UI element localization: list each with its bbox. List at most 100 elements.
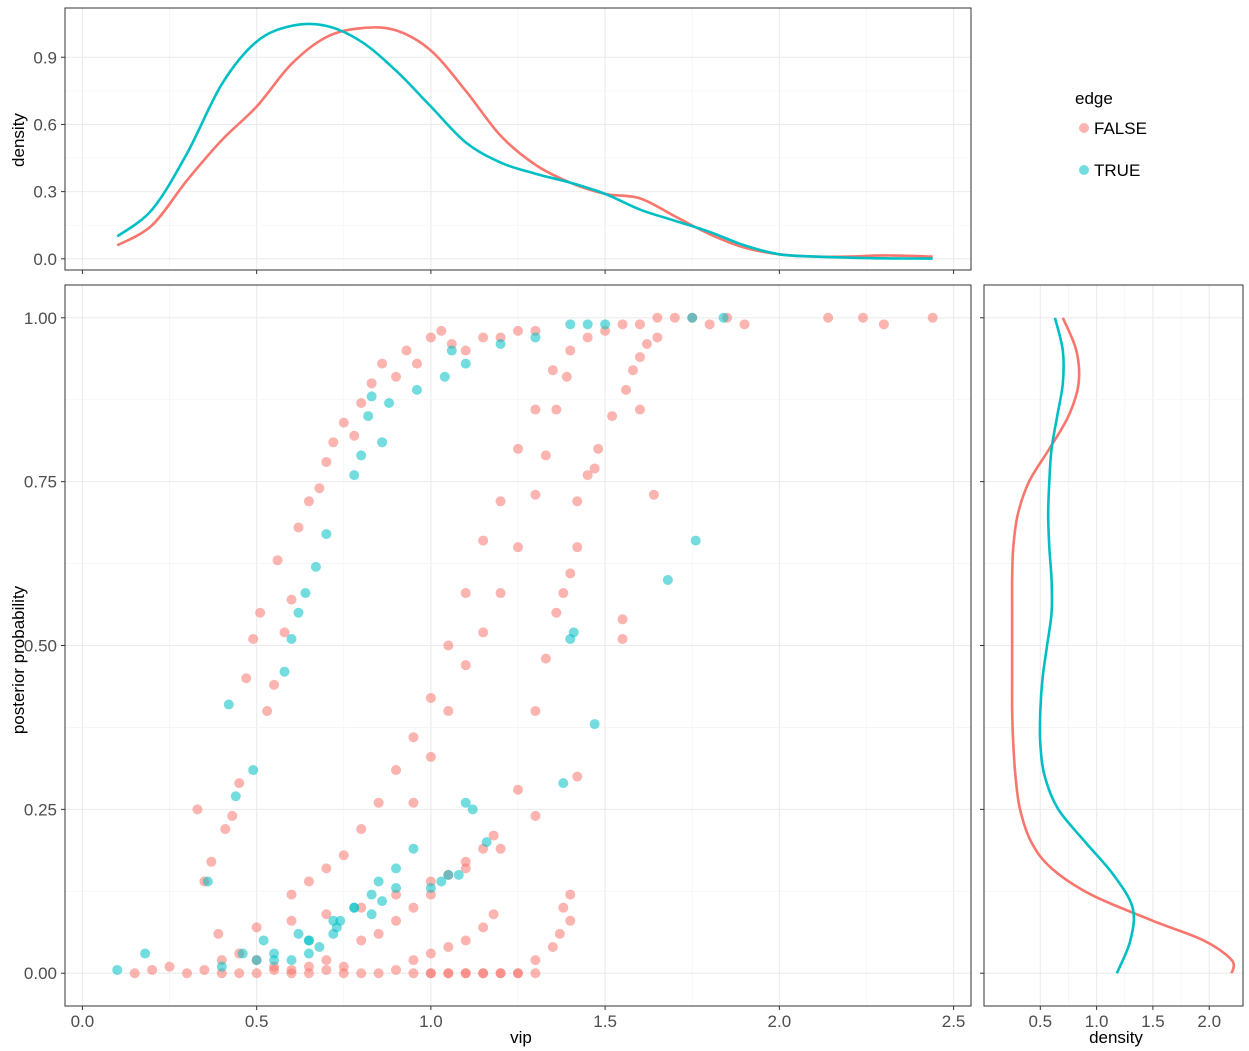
legend-title: edge — [1075, 89, 1113, 108]
scatter-point — [286, 594, 297, 605]
scatter-point — [310, 561, 321, 572]
scatter-point — [558, 902, 569, 913]
scatter-point — [718, 312, 729, 323]
scatter-point — [377, 358, 388, 369]
scatter-point — [411, 358, 422, 369]
right-density-panel: 0.5 1.0 1.5 2.0 — [980, 284, 1244, 1031]
scatter-point — [349, 430, 360, 441]
scatter-point — [495, 843, 506, 854]
scatter-point — [408, 797, 419, 808]
legend: edge FALSE TRUE — [1075, 89, 1147, 180]
scatter-point — [453, 869, 464, 880]
density-line-true — [1038, 317, 1136, 974]
x-tick-label: 1.0 — [1085, 1012, 1109, 1031]
scatter-point — [373, 797, 384, 808]
scatter-point — [255, 607, 266, 618]
x-tick-label: 1.5 — [1141, 1012, 1165, 1031]
scatter-point — [356, 450, 367, 461]
density-line-false — [1010, 317, 1236, 974]
scatter-point — [234, 778, 245, 789]
scatter-point — [572, 542, 583, 553]
scatter-point — [425, 883, 436, 894]
legend-label-true: TRUE — [1094, 161, 1140, 180]
scatter-point — [269, 955, 280, 966]
scatter-point — [478, 922, 489, 933]
scatter-point — [237, 948, 248, 959]
scatter-point — [248, 633, 259, 644]
scatter-point — [652, 312, 663, 323]
scatter-point — [241, 673, 252, 684]
y-tick-label: 0.25 — [24, 800, 57, 819]
scatter-point — [551, 404, 562, 415]
scatter-point — [425, 948, 436, 959]
scatter-point — [321, 909, 332, 920]
legend-key-true — [1079, 165, 1089, 175]
scatter-point — [739, 319, 750, 330]
scatter-point — [199, 964, 210, 975]
scatter-point — [293, 522, 304, 533]
scatter-point — [568, 627, 579, 638]
scatter-point — [303, 876, 314, 887]
scatter-point — [547, 365, 558, 376]
scatter-point — [216, 961, 227, 972]
scatter-point — [147, 964, 158, 975]
scatter-point — [530, 332, 541, 343]
scatter-point — [488, 830, 499, 841]
scatter-point — [558, 778, 569, 789]
scatter-point — [669, 312, 680, 323]
scatter-point — [513, 784, 523, 795]
scatter-point — [690, 535, 701, 546]
main-y-axis-title: posterior probability — [9, 585, 28, 734]
scatter-point — [627, 365, 638, 376]
scatter-point — [425, 332, 436, 343]
scatter-point — [321, 529, 332, 540]
scatter-point — [565, 319, 576, 330]
scatter-point — [662, 574, 673, 585]
scatter-point — [286, 964, 297, 975]
scatter-point — [558, 588, 569, 599]
x-tick-label: 0.5 — [245, 1012, 269, 1031]
scatter-panel: 0.00 0.25 0.50 0.75 1.00 0.0 0.5 1.0 1.5 2.0 2.5 — [24, 284, 972, 1031]
top-density-panel: 0.0 0.3 0.6 0.9 — [33, 7, 972, 274]
scatter-point — [460, 358, 471, 369]
scatter-point — [617, 633, 628, 644]
scatter-point — [540, 653, 551, 664]
scatter-point — [223, 699, 234, 710]
scatter-point — [408, 968, 419, 979]
scatter-point — [112, 964, 123, 975]
density-line-false — [116, 26, 933, 259]
scatter-point — [321, 456, 332, 467]
x-tick-label: 1.5 — [593, 1012, 617, 1031]
legend-key-false — [1079, 123, 1089, 133]
scatter-point — [251, 955, 262, 966]
scatter-point — [338, 850, 349, 861]
scatter-point — [262, 706, 273, 717]
scatter-point — [408, 902, 419, 913]
y-tick-label: 0.3 — [33, 183, 57, 202]
scatter-point — [561, 371, 572, 382]
scatter-point — [206, 856, 217, 867]
scatter-point — [607, 411, 618, 422]
scatter-point — [251, 968, 262, 979]
scatter-point — [634, 352, 645, 363]
scatter-point — [582, 470, 593, 481]
scatter-point — [443, 706, 454, 717]
scatter-point — [530, 968, 541, 979]
scatter-point — [582, 332, 593, 343]
scatter-point — [356, 968, 367, 979]
scatter-point — [269, 679, 280, 690]
scatter-series-true — [112, 312, 729, 975]
scatter-point — [349, 470, 360, 481]
scatter-point — [164, 961, 175, 972]
scatter-point — [495, 496, 506, 507]
scatter-point — [478, 968, 489, 979]
scatter-point — [478, 627, 489, 638]
scatter-point — [227, 810, 238, 821]
x-tick-label: 2.0 — [768, 1012, 792, 1031]
scatter-point — [251, 922, 262, 933]
x-tick-label: 2.0 — [1197, 1012, 1221, 1031]
scatter-point — [460, 660, 471, 671]
scatter-point — [300, 588, 311, 599]
scatter-point — [530, 489, 541, 500]
